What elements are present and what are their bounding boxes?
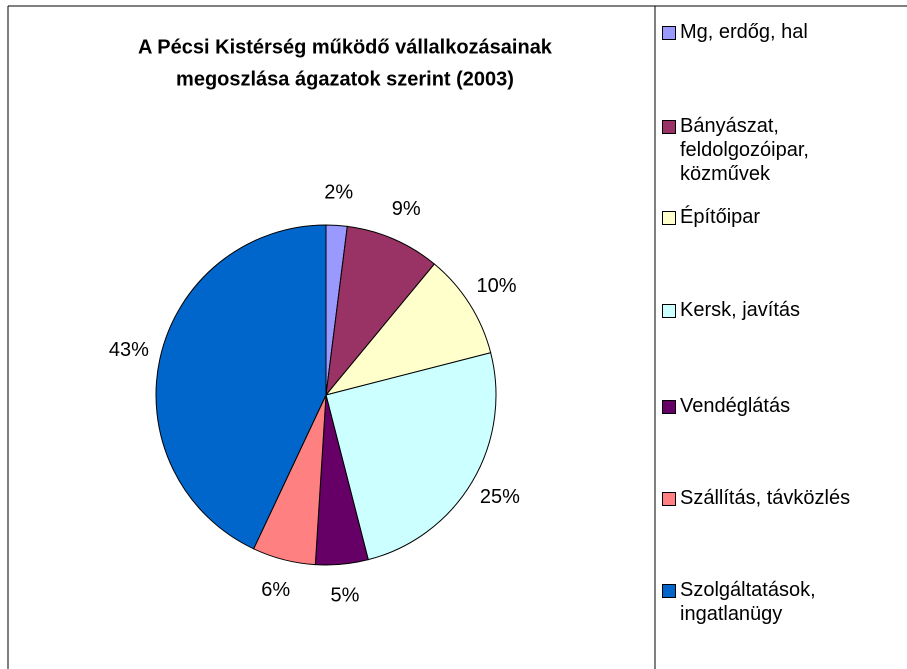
pie-slice xyxy=(155,224,327,550)
data-label: 5% xyxy=(331,584,360,606)
data-label: 25% xyxy=(480,486,520,508)
legend-entry: Építőipar xyxy=(662,205,900,229)
legend-swatch xyxy=(662,304,676,318)
data-label: 2% xyxy=(324,182,353,204)
legend-label: Vendéglátás xyxy=(680,395,791,417)
data-label: 9% xyxy=(392,198,421,220)
legend-swatch xyxy=(662,211,676,225)
legend-entry: Bányászat, feldolgozóipar, közművek xyxy=(662,114,900,186)
legend-label: Építőipar xyxy=(680,206,761,228)
legend-entry: Mg, erdőg, hal xyxy=(662,20,900,44)
legend-swatch xyxy=(662,584,676,598)
legend-entry: Szolgáltatások, ingatlanügy xyxy=(662,578,900,626)
chart-title: A Pécsi Kistérség működő vállalkozásaina… xyxy=(138,36,553,58)
legend-entry: Szállítás, távközlés xyxy=(662,486,900,510)
legend-label: Szolgáltatások, ingatlanügy xyxy=(680,579,816,625)
legend-entry: Vendéglátás xyxy=(662,394,900,418)
chart-subtitle: megoszlása ágazatok szerint (2003) xyxy=(176,68,514,90)
data-label: 6% xyxy=(261,579,290,601)
data-label: 43% xyxy=(109,339,149,361)
pie-slice xyxy=(325,352,497,561)
legend-label: Bányászat, feldolgozóipar, közművek xyxy=(680,115,809,185)
legend-swatch xyxy=(662,26,676,40)
pie-slice xyxy=(324,263,492,396)
legend-label: Mg, erdőg, hal xyxy=(680,21,808,43)
pie-slice xyxy=(325,225,436,397)
legend-swatch xyxy=(662,120,676,134)
legend-swatch xyxy=(662,492,676,506)
legend-label: Szállítás, távközlés xyxy=(680,487,851,509)
legend-label: Kersk, javítás xyxy=(680,299,801,321)
data-label: 10% xyxy=(477,275,517,297)
legend-entry: Kersk, javítás xyxy=(662,298,900,322)
legend-swatch xyxy=(662,400,676,414)
